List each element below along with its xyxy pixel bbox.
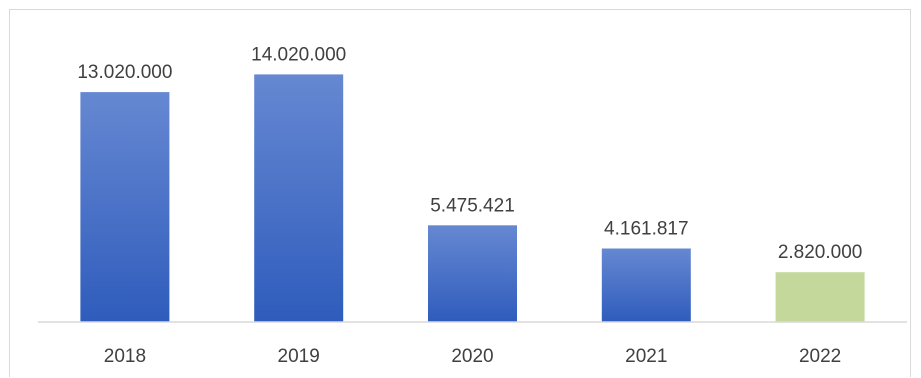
bar-2021 bbox=[601, 248, 691, 322]
bars-layer bbox=[80, 74, 865, 323]
labels-layer: 13.020.000 14.020.000 5.475.421 4.161.817 2.… bbox=[77, 44, 862, 263]
data-label-2020: 5.475.421 bbox=[430, 195, 515, 216]
chart-frame bbox=[9, 9, 911, 377]
bar-2020 bbox=[428, 225, 517, 322]
data-label-2022: 2.820.000 bbox=[778, 242, 863, 263]
bar-2019 bbox=[254, 74, 344, 323]
x-tick-label-2019: 2019 bbox=[278, 346, 320, 367]
bar-2018 bbox=[80, 92, 170, 322]
x-axis-ticks: 2018 2019 2020 2021 2022 bbox=[104, 346, 841, 367]
bar-2022 bbox=[775, 272, 865, 322]
data-label-2018: 13.020.000 bbox=[77, 62, 172, 83]
data-label-2021: 4.161.817 bbox=[604, 219, 689, 240]
x-tick-label-2018: 2018 bbox=[104, 346, 146, 367]
x-tick-label-2020: 2020 bbox=[451, 346, 493, 367]
data-label-2019: 14.020.000 bbox=[251, 44, 346, 65]
x-tick-label-2022: 2022 bbox=[799, 346, 841, 367]
x-tick-label-2021: 2021 bbox=[625, 346, 667, 367]
